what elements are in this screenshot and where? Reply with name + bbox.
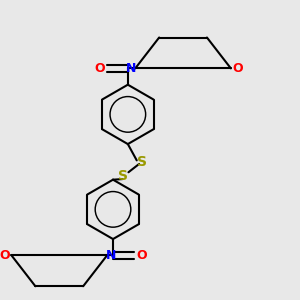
Text: O: O [94,62,105,75]
Text: N: N [106,249,117,262]
Text: S: S [137,155,147,169]
Text: O: O [0,249,10,262]
Text: S: S [118,169,128,183]
Text: O: O [232,62,243,75]
Text: N: N [126,62,136,75]
Text: O: O [136,249,146,262]
